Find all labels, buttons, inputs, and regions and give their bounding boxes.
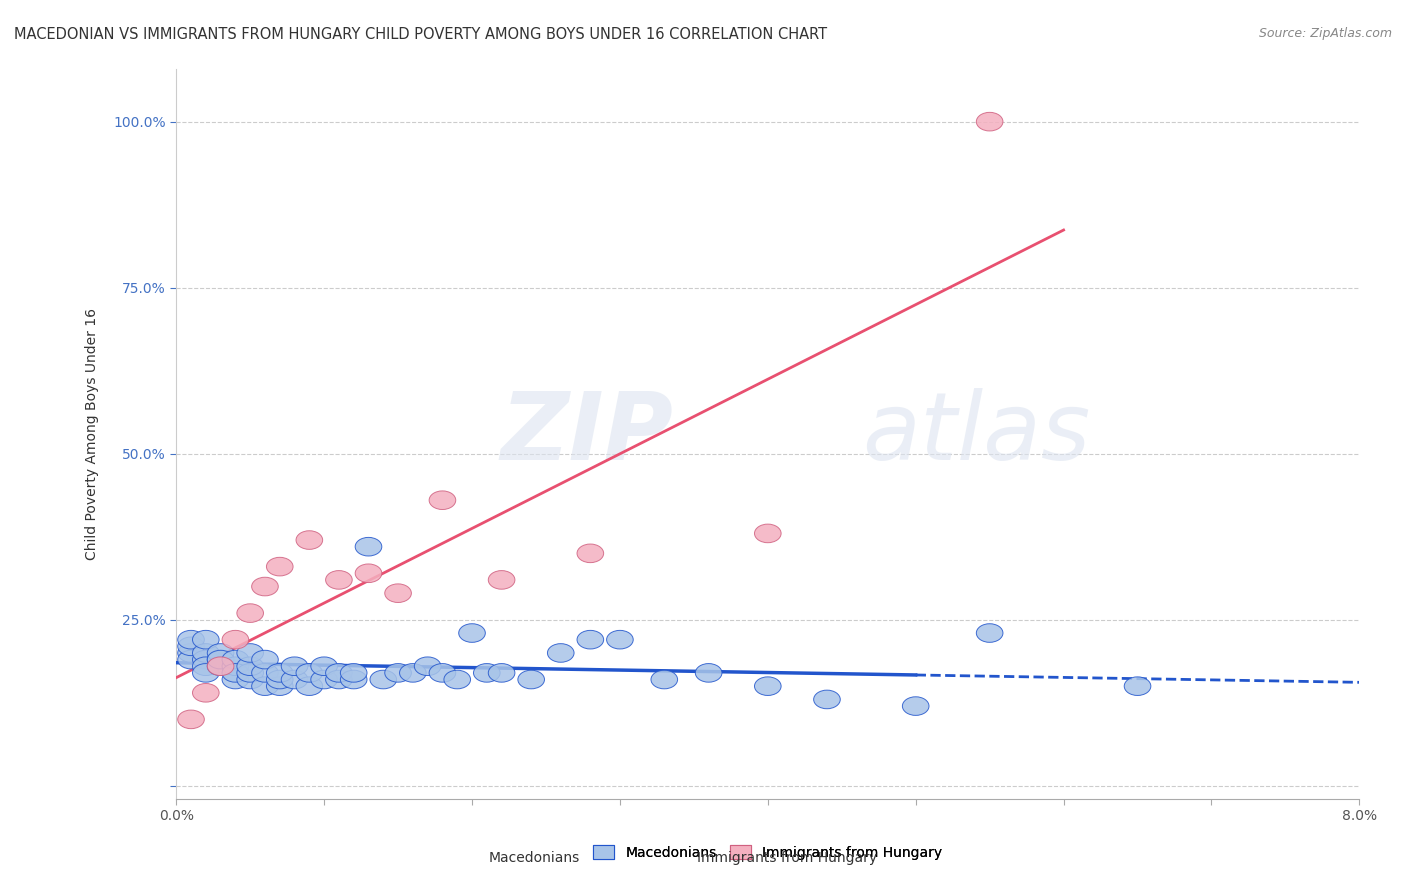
- Legend: Macedonians, Immigrants from Hungary: Macedonians, Immigrants from Hungary: [588, 839, 948, 865]
- Ellipse shape: [356, 564, 382, 582]
- Ellipse shape: [429, 491, 456, 509]
- Ellipse shape: [340, 670, 367, 689]
- Ellipse shape: [576, 631, 603, 649]
- Ellipse shape: [385, 664, 412, 682]
- Ellipse shape: [474, 664, 501, 682]
- Text: Immigrants from Hungary: Immigrants from Hungary: [697, 851, 877, 865]
- Ellipse shape: [222, 657, 249, 675]
- Ellipse shape: [326, 571, 353, 590]
- Ellipse shape: [696, 664, 721, 682]
- Ellipse shape: [755, 677, 782, 696]
- Ellipse shape: [267, 670, 292, 689]
- Ellipse shape: [429, 664, 456, 682]
- Ellipse shape: [488, 571, 515, 590]
- Ellipse shape: [651, 670, 678, 689]
- Ellipse shape: [193, 664, 219, 682]
- Ellipse shape: [370, 670, 396, 689]
- Ellipse shape: [193, 650, 219, 669]
- Ellipse shape: [207, 650, 233, 669]
- Ellipse shape: [814, 690, 841, 709]
- Ellipse shape: [236, 670, 263, 689]
- Ellipse shape: [236, 604, 263, 623]
- Ellipse shape: [415, 657, 441, 675]
- Ellipse shape: [193, 657, 219, 675]
- Ellipse shape: [281, 657, 308, 675]
- Ellipse shape: [252, 650, 278, 669]
- Ellipse shape: [236, 657, 263, 675]
- Ellipse shape: [297, 531, 322, 549]
- Ellipse shape: [252, 677, 278, 696]
- Ellipse shape: [297, 677, 322, 696]
- Ellipse shape: [236, 644, 263, 662]
- Ellipse shape: [517, 670, 544, 689]
- Ellipse shape: [193, 631, 219, 649]
- Ellipse shape: [385, 584, 412, 602]
- Ellipse shape: [222, 670, 249, 689]
- Text: MACEDONIAN VS IMMIGRANTS FROM HUNGARY CHILD POVERTY AMONG BOYS UNDER 16 CORRELAT: MACEDONIAN VS IMMIGRANTS FROM HUNGARY CH…: [14, 27, 827, 42]
- Ellipse shape: [207, 650, 233, 669]
- Ellipse shape: [177, 631, 204, 649]
- Ellipse shape: [458, 624, 485, 642]
- Y-axis label: Child Poverty Among Boys Under 16: Child Poverty Among Boys Under 16: [86, 308, 100, 560]
- Ellipse shape: [252, 577, 278, 596]
- Ellipse shape: [311, 670, 337, 689]
- Ellipse shape: [222, 631, 249, 649]
- Text: Macedonians: Macedonians: [489, 851, 579, 865]
- Ellipse shape: [903, 697, 929, 715]
- Ellipse shape: [177, 710, 204, 729]
- Ellipse shape: [606, 631, 633, 649]
- Ellipse shape: [177, 650, 204, 669]
- Ellipse shape: [297, 664, 322, 682]
- Ellipse shape: [193, 644, 219, 662]
- Ellipse shape: [236, 664, 263, 682]
- Ellipse shape: [576, 544, 603, 563]
- Ellipse shape: [207, 657, 233, 675]
- Ellipse shape: [547, 644, 574, 662]
- Ellipse shape: [755, 524, 782, 542]
- Text: Source: ZipAtlas.com: Source: ZipAtlas.com: [1258, 27, 1392, 40]
- Ellipse shape: [399, 664, 426, 682]
- Text: atlas: atlas: [862, 388, 1091, 479]
- Ellipse shape: [340, 664, 367, 682]
- Ellipse shape: [976, 112, 1002, 131]
- Ellipse shape: [267, 664, 292, 682]
- Ellipse shape: [311, 657, 337, 675]
- Ellipse shape: [326, 664, 353, 682]
- Text: ZIP: ZIP: [501, 388, 673, 480]
- Ellipse shape: [326, 670, 353, 689]
- Ellipse shape: [252, 664, 278, 682]
- Ellipse shape: [281, 670, 308, 689]
- Ellipse shape: [267, 558, 292, 576]
- Ellipse shape: [976, 624, 1002, 642]
- Ellipse shape: [193, 683, 219, 702]
- Ellipse shape: [207, 657, 233, 675]
- Ellipse shape: [222, 664, 249, 682]
- Ellipse shape: [177, 644, 204, 662]
- Ellipse shape: [1125, 677, 1152, 696]
- Ellipse shape: [356, 537, 382, 556]
- Ellipse shape: [444, 670, 471, 689]
- Ellipse shape: [267, 677, 292, 696]
- Ellipse shape: [222, 650, 249, 669]
- Ellipse shape: [177, 637, 204, 656]
- Ellipse shape: [207, 644, 233, 662]
- Ellipse shape: [488, 664, 515, 682]
